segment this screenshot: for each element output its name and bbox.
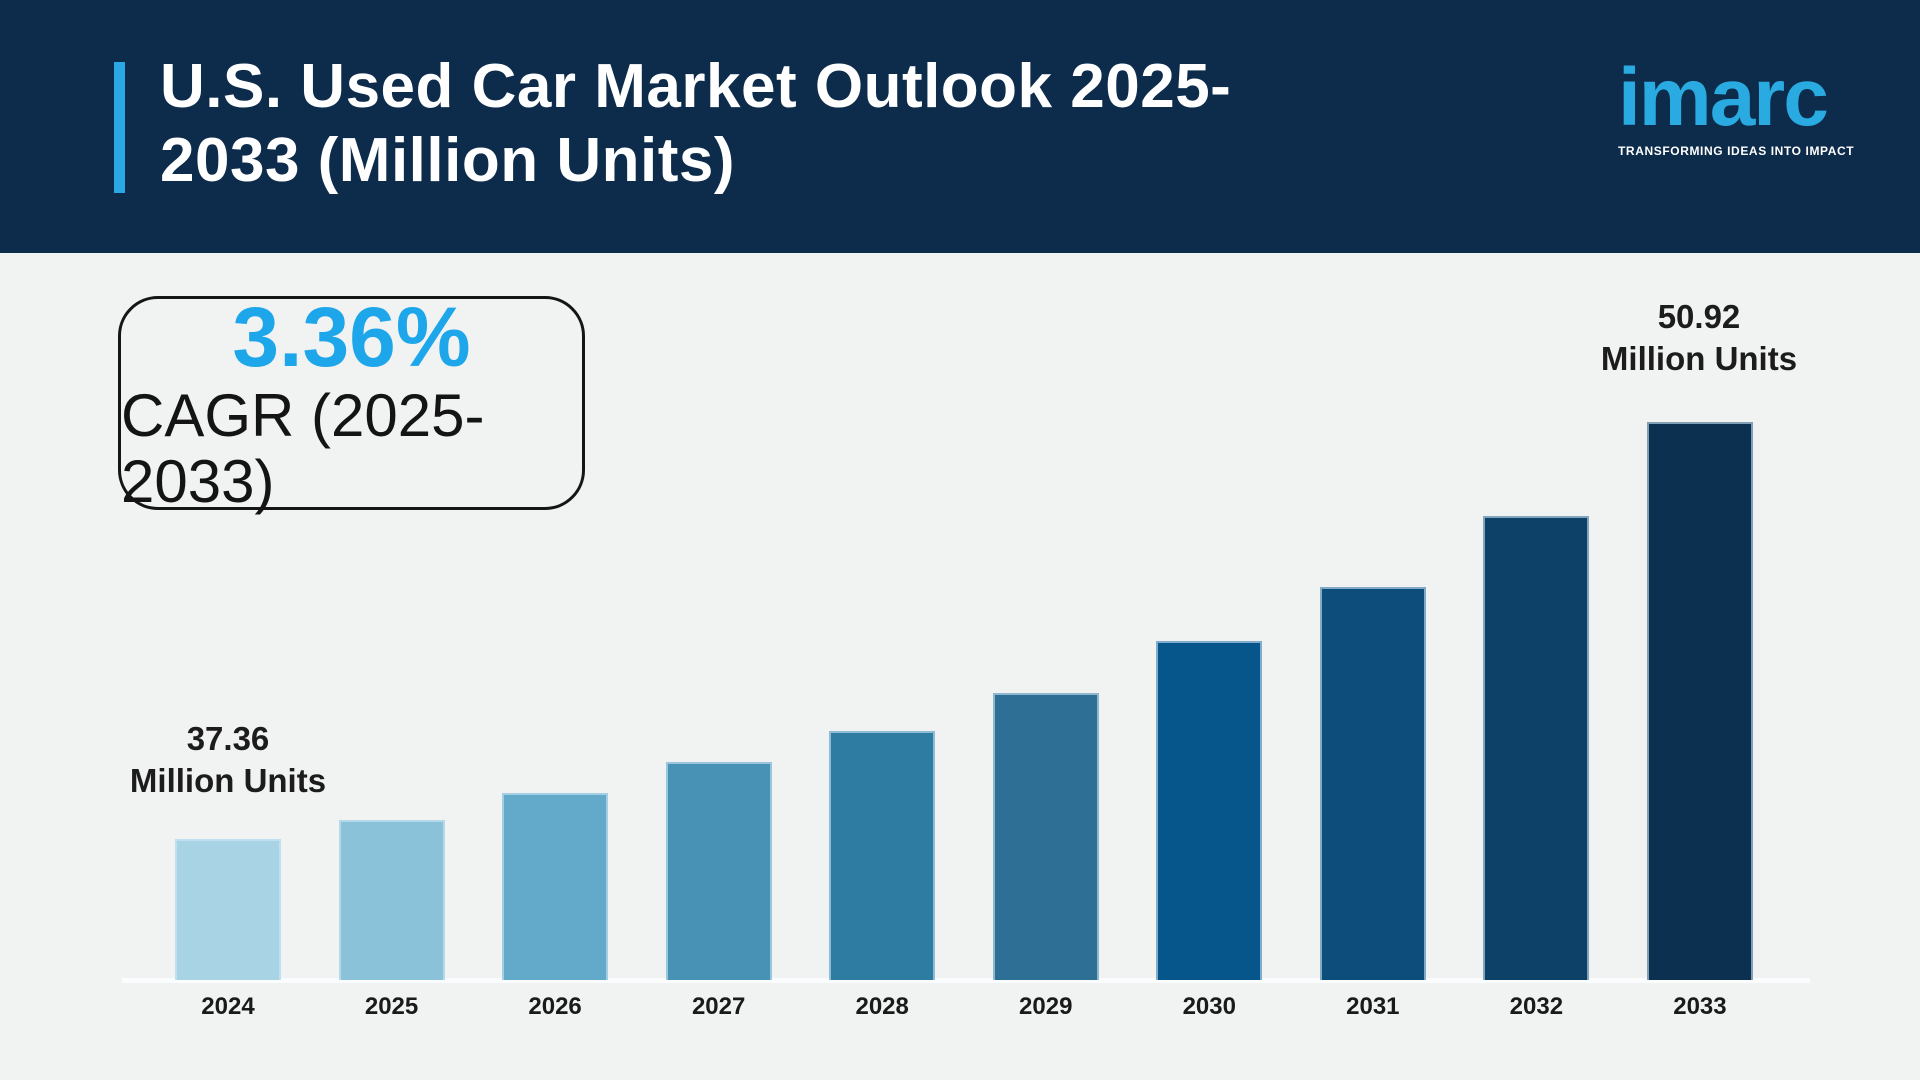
bar-column-2025: 2025 xyxy=(338,422,445,1020)
bar-2032 xyxy=(1483,516,1590,980)
imarc-logo: imarc TRANSFORMING IDEAS INTO IMPACT xyxy=(1618,52,1878,159)
bar-2026 xyxy=(502,793,609,980)
bar-column-2030: 2030 xyxy=(1156,422,1263,1020)
x-tick-2032: 2032 xyxy=(1509,993,1564,1020)
x-tick-2026: 2026 xyxy=(528,993,582,1020)
header: U.S. Used Car Market Outlook 2025- 2033 (… xyxy=(0,0,1920,253)
page-title-line1: U.S. Used Car Market Outlook 2025- xyxy=(160,52,1232,121)
bar-2024 xyxy=(175,839,281,980)
x-tick-2028: 2028 xyxy=(855,993,909,1020)
page-title: U.S. Used Car Market Outlook 2025- 2033 (… xyxy=(160,50,1231,198)
first-bar-unit: Million Units xyxy=(129,762,327,799)
x-tick-2030: 2030 xyxy=(1182,993,1236,1020)
bar-2025 xyxy=(338,820,445,980)
last-bar-value-label: 50.92 Million Units xyxy=(1579,296,1819,380)
x-axis-line xyxy=(122,978,1810,983)
bar-series: 2024 2025 2026 2027 2028 2029 2030 2031 2032 2033 xyxy=(175,422,1753,1020)
bar-column-2027: 2027 xyxy=(665,422,772,1020)
x-tick-2029: 2029 xyxy=(1019,993,1073,1020)
x-tick-2024: 2024 xyxy=(201,993,255,1020)
imarc-logo-wordmark: imarc xyxy=(1618,52,1829,143)
bar-2029 xyxy=(992,693,1099,980)
bar-2033 xyxy=(1646,422,1753,980)
cagr-label: CAGR (2025-2033) xyxy=(121,382,485,515)
title-accent-bar xyxy=(114,62,125,193)
x-tick-2027: 2027 xyxy=(691,993,746,1020)
bar-column-2032: 2032 xyxy=(1483,422,1590,1020)
first-bar-value-label: 37.36 Million Units xyxy=(108,718,348,802)
last-bar-value: 50.92 xyxy=(1657,298,1741,335)
x-tick-2031: 2031 xyxy=(1346,993,1400,1020)
bar-2028 xyxy=(829,731,936,980)
bar-column-2026: 2026 xyxy=(502,422,609,1020)
cagr-box: 3.36% CAGR (2025-2033) xyxy=(118,291,585,515)
first-bar-value: 37.36 xyxy=(186,720,270,757)
x-tick-2033: 2033 xyxy=(1673,993,1727,1020)
x-tick-2025: 2025 xyxy=(364,993,419,1020)
cagr-value: 3.36% xyxy=(232,290,471,384)
imarc-logo-tagline: TRANSFORMING IDEAS INTO IMPACT xyxy=(1618,144,1855,158)
bar-column-2031: 2031 xyxy=(1319,422,1426,1020)
bar-2030 xyxy=(1156,641,1263,980)
bar-column-2028: 2028 xyxy=(829,422,936,1020)
bar-column-2033: 2033 xyxy=(1646,422,1753,1020)
last-bar-unit: Million Units xyxy=(1600,340,1798,377)
page-title-line2: 2033 (Million Units) xyxy=(160,126,735,195)
bar-2027 xyxy=(665,762,772,980)
bar-column-2029: 2029 xyxy=(992,422,1099,1020)
bar-2031 xyxy=(1319,587,1426,980)
bar-column-2024: 2024 xyxy=(175,422,281,1020)
